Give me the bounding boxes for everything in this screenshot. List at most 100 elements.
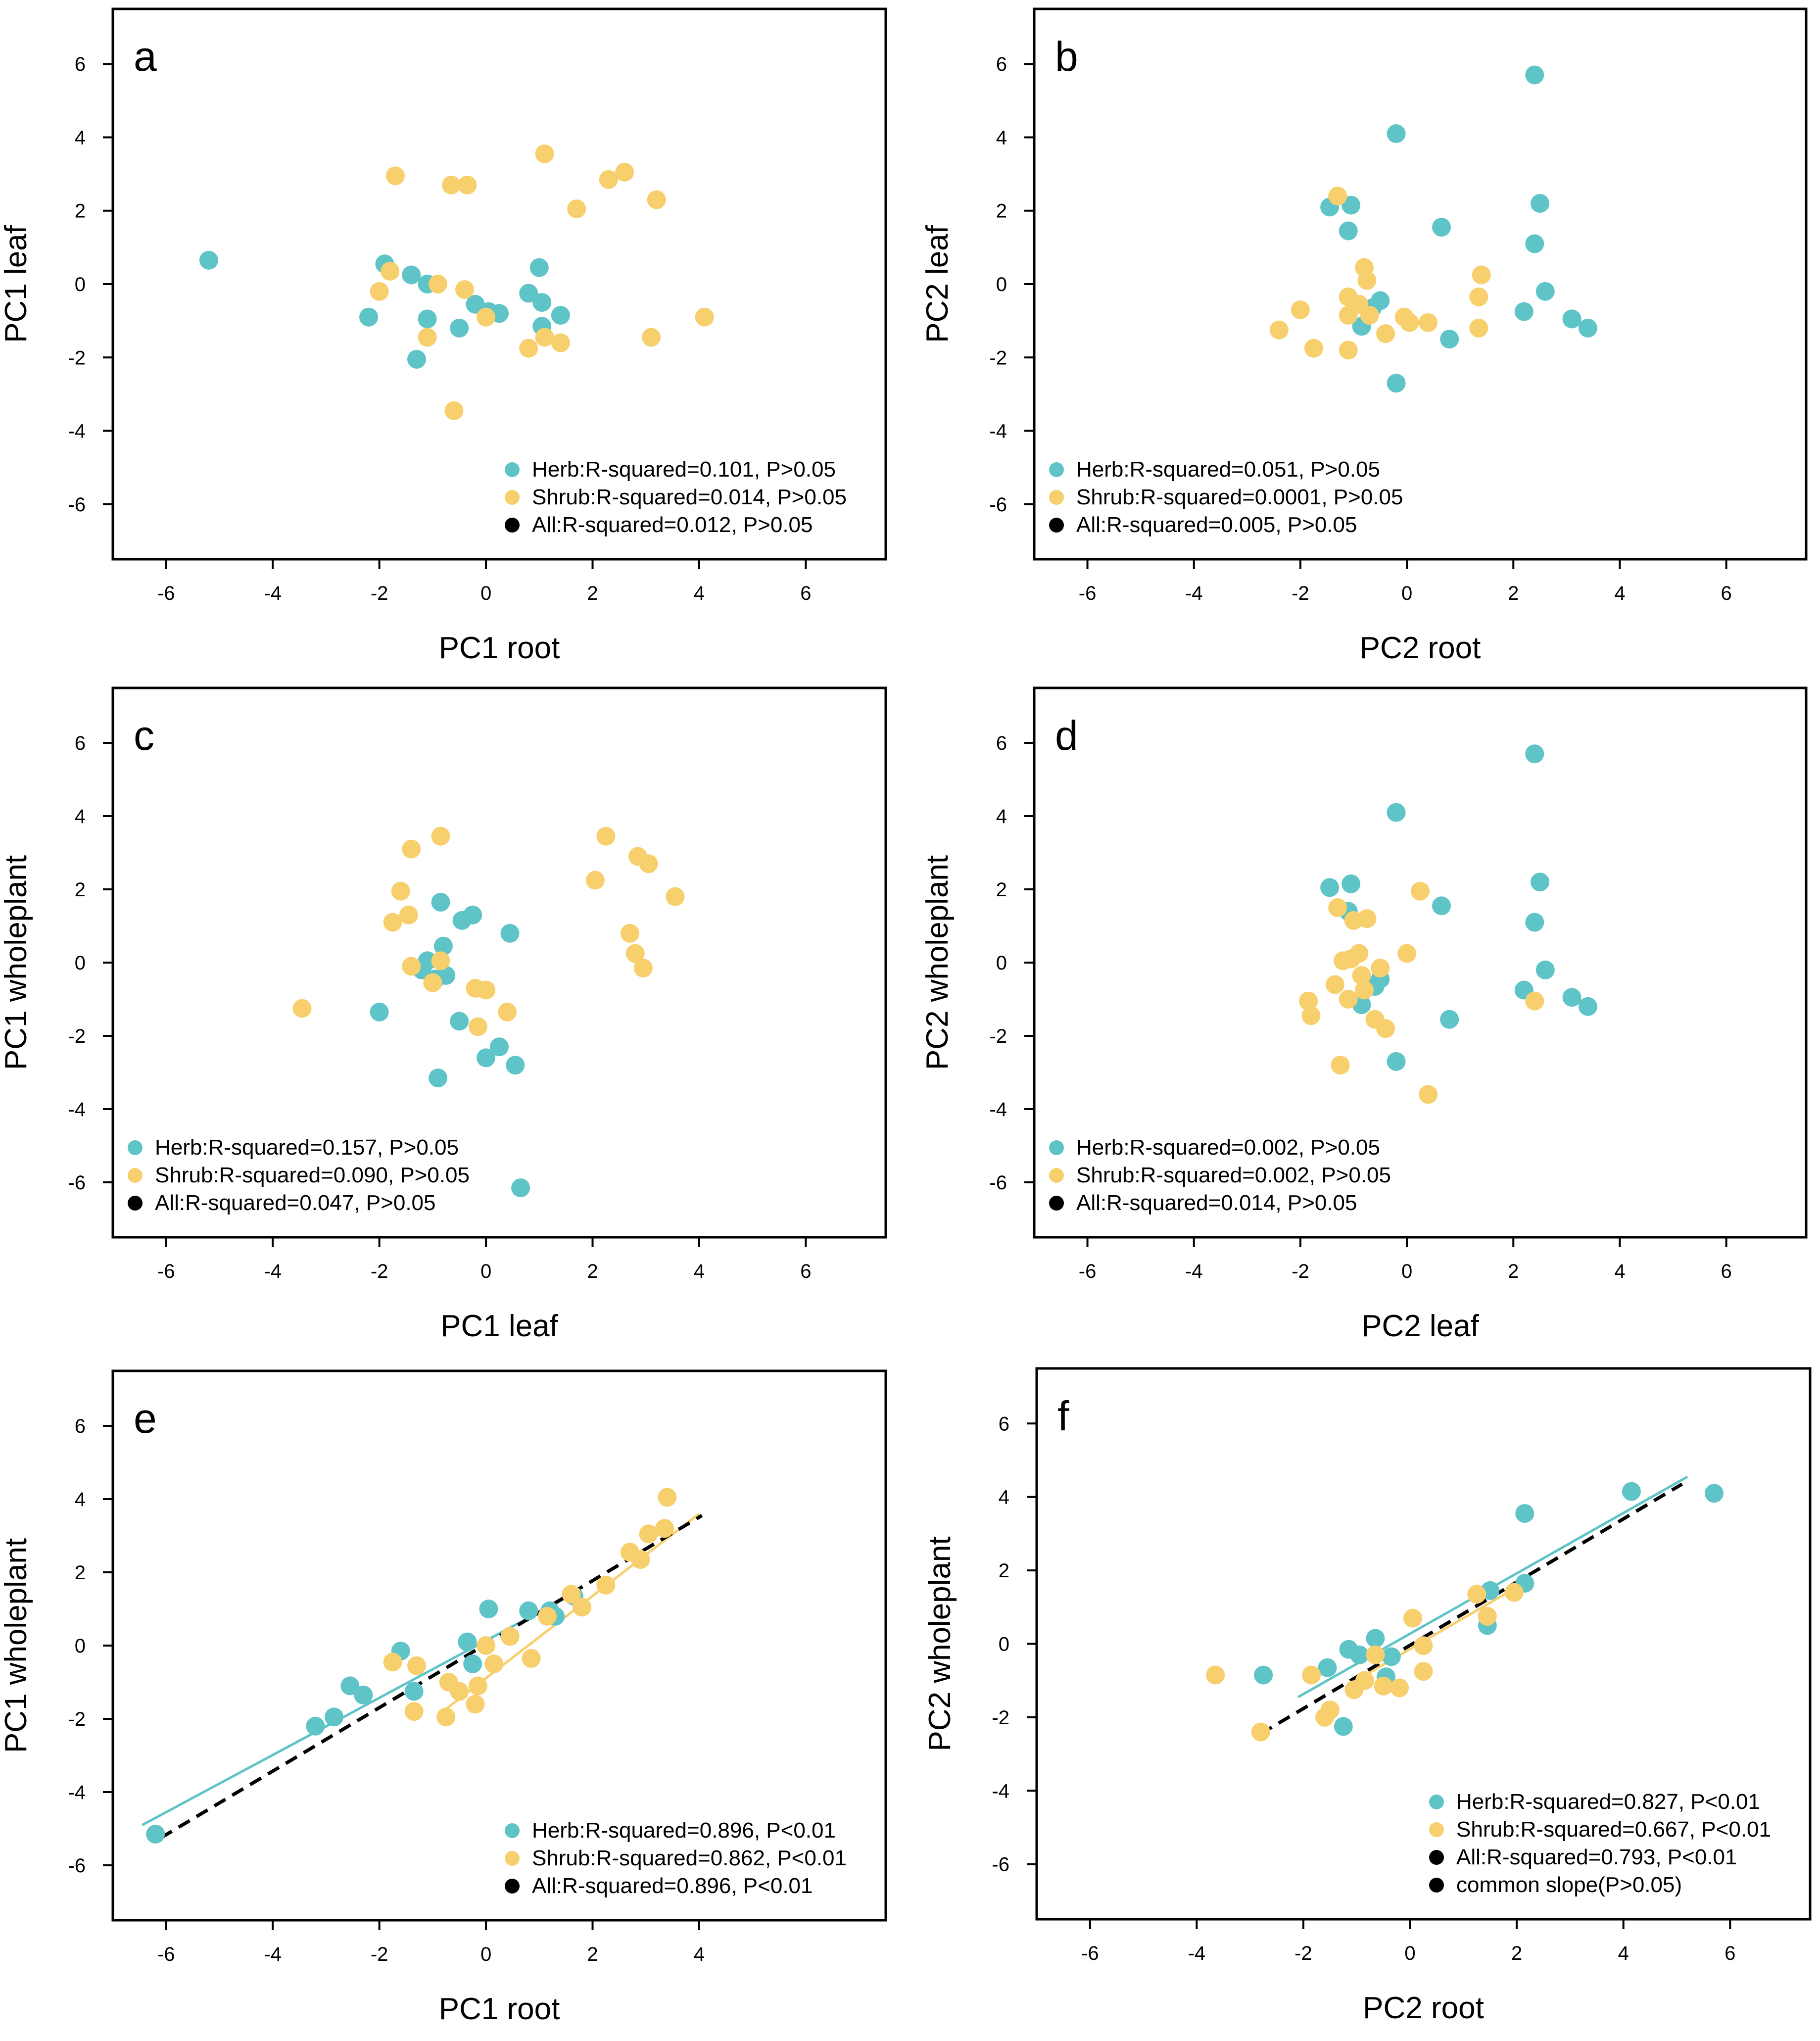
x-tick-label: -4 [1188,1943,1206,1964]
legend-marker-shrub [1049,1168,1064,1183]
x-axis-label: PC1 leaf [440,1309,559,1343]
x-tick-label: 4 [694,1261,705,1282]
shrub-point [1299,991,1318,1011]
panel-d: -6 -4 -2 0 2 4 6 6 4 2 0 -2 -4 -6 PC2 leaf PC2 wholepla… [920,686,1808,1343]
shrub-point [596,1575,616,1595]
herb-point [340,1676,360,1696]
herb-point [1320,878,1340,897]
shrub-point [535,328,554,347]
herb-point [1525,234,1544,253]
herb-point [407,349,427,369]
x-tick-label: -6 [1079,583,1097,604]
herb-point [1334,1717,1353,1736]
shrub-point [585,871,605,890]
y-axis-label: PC2 wholeplant [920,855,955,1070]
herb-point [458,1632,477,1652]
panel-label: f [1057,1393,1069,1439]
herb-point [1387,124,1406,144]
x-tick-label: 0 [480,583,491,604]
shrub-point [1357,271,1377,290]
herb-point [306,1716,325,1736]
legend-marker-herb [1049,1140,1064,1155]
herb-point [370,1002,389,1021]
legend-label: All:R-squared=0.793, P<0.01 [1456,1845,1737,1869]
shrub-point [1403,1608,1422,1628]
legend-marker-herb [128,1140,143,1155]
shrub-point [647,190,666,209]
legend-label: Shrub:R-squared=0.862, P<0.01 [532,1846,847,1870]
panel-f: -6 -4 -2 0 2 4 6 6 4 2 0 -2 -4 -6 PC2 root PC2 wholepla… [923,1367,1812,2025]
y-tick-label: 0 [75,952,86,974]
herb-point [1622,1482,1641,1501]
shrub-point [1302,1665,1321,1685]
shrub-point [1371,959,1390,978]
x-tick-label: 0 [1401,583,1412,604]
herb-point [1440,1010,1459,1029]
legend-label: Herb:R-squared=0.051, P>0.05 [1076,457,1380,482]
legend: Herb:R-squared=0.896, P<0.01 Shrub:R-squa… [505,1818,847,1898]
y-tick-label: -4 [68,421,86,442]
shrub-point [1206,1665,1225,1685]
herb-point [1535,282,1555,301]
shrub-point [615,162,634,182]
herb-point [1387,803,1406,822]
herb-point [1440,330,1459,349]
shrub-point [383,913,402,932]
x-axis-label: PC2 root [1363,1991,1484,2025]
legend-label: All:R-squared=0.896, P<0.01 [532,1874,813,1898]
shrub-point [537,1606,557,1626]
legend: Herb:R-squared=0.827, P<0.01 Shrub:R-squa… [1429,1790,1771,1897]
x-tick-label: 2 [1511,1943,1522,1964]
shrub-point [1334,951,1352,971]
shrub-point [370,282,389,301]
shrub-point [1251,1722,1270,1742]
shrub-point [642,328,661,347]
shrub-point [444,401,464,420]
shrub-point [1374,1676,1393,1696]
herb-point [490,1037,509,1057]
x-tick-label: 6 [800,1261,811,1282]
shrub-point [1269,320,1289,340]
shrub-point [455,280,474,299]
shrub-point [402,839,421,859]
herb-point [325,1707,344,1727]
herb-point [1432,218,1451,237]
legend: Herb:R-squared=0.157, P>0.05 Shrub:R-squa… [128,1135,470,1215]
shrub-point [399,905,418,924]
legend-label: Herb:R-squared=0.002, P>0.05 [1076,1135,1380,1160]
y-tick-label: 6 [999,1413,1009,1435]
legend-marker-shrub [1429,1822,1444,1837]
y-tick-label: -4 [992,1780,1009,1802]
herb-point [1514,302,1533,321]
x-tick-label: -2 [371,1261,388,1282]
herb-point [359,307,379,327]
legend-label: Shrub:R-squared=0.002, P>0.05 [1076,1163,1391,1187]
shrub-point [631,1550,650,1569]
shrub-point [695,307,714,327]
herb-point [1704,1484,1724,1503]
shrub-point [599,170,618,189]
y-tick-label: 6 [996,732,1007,754]
shrub-point [418,328,437,347]
y-tick-label: 6 [75,1415,86,1437]
shrub-point [383,1652,402,1672]
y-tick-label: 2 [75,1562,86,1584]
shrub-point [1478,1606,1497,1626]
shrub-point [1304,339,1323,358]
x-tick-label: 2 [587,583,598,604]
shrub-point [442,175,461,194]
shrub-point [522,1649,541,1668]
herb-point [146,1825,165,1844]
legend-marker-all [505,1879,520,1894]
legend-label: Shrub:R-squared=0.0001, P>0.05 [1076,485,1403,509]
y-tick-label: 4 [996,806,1007,827]
y-tick-label: 0 [75,274,86,295]
x-tick-label: 0 [1404,1943,1415,1964]
y-tick-label: 0 [75,1635,86,1657]
x-axis-label: PC2 leaf [1361,1309,1480,1343]
legend-marker-all [1429,1878,1444,1893]
x-tick-label: 4 [1614,583,1625,604]
legend-marker-shrub [128,1168,143,1183]
y-tick-label: -2 [989,1025,1007,1047]
shrub-point [477,1636,496,1655]
